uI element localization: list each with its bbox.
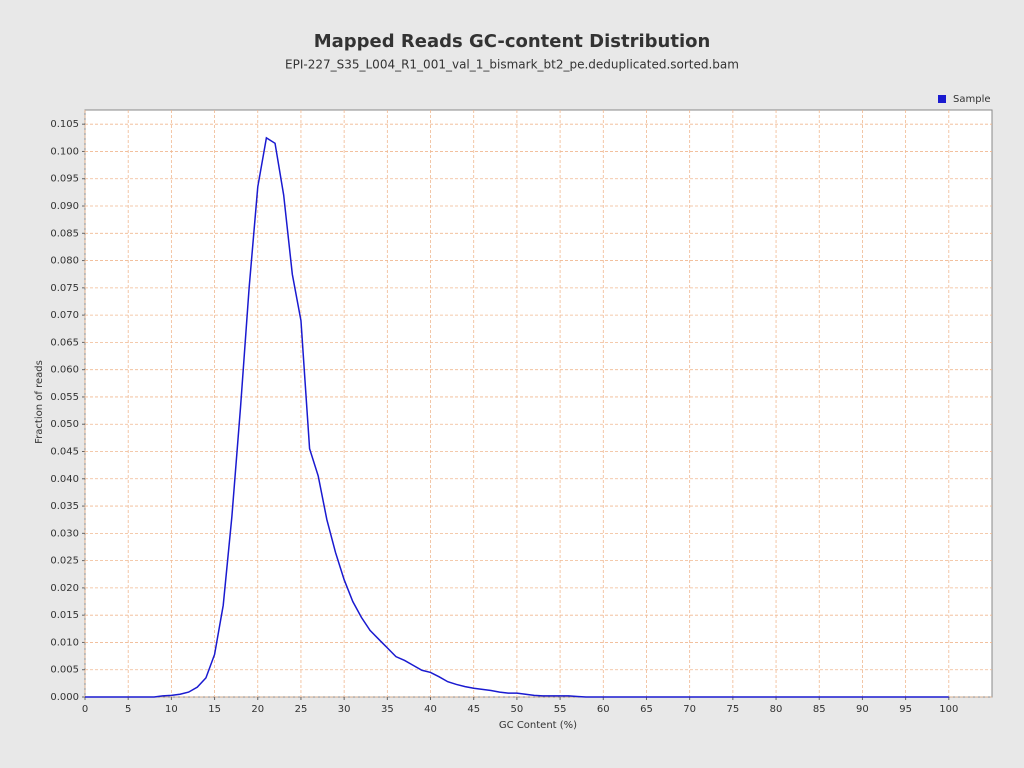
x-tick-label: 0 (82, 704, 88, 715)
y-tick-label: 0.015 (50, 610, 79, 621)
x-tick-label: 30 (338, 704, 351, 715)
x-tick-label: 80 (770, 704, 783, 715)
y-tick-label: 0.005 (50, 665, 79, 676)
x-tick-label: 20 (251, 704, 264, 715)
y-tick-label: 0.070 (50, 310, 79, 321)
chart-title: Mapped Reads GC-content Distribution (314, 31, 711, 52)
y-tick-label: 0.040 (50, 474, 79, 485)
y-tick-label: 0.055 (50, 392, 79, 403)
chart-subtitle: EPI-227_S35_L004_R1_001_val_1_bismark_bt… (285, 58, 739, 72)
data-line (85, 136, 949, 698)
x-tick-label: 45 (467, 704, 480, 715)
x-tick-label: 90 (856, 704, 869, 715)
y-tick-label: 0.090 (50, 201, 79, 212)
y-tick-label: 0.060 (50, 365, 79, 376)
x-tick-label: 70 (683, 704, 696, 715)
x-tick-label: 50 (511, 704, 524, 715)
x-tick-label: 60 (597, 704, 610, 715)
y-tick-label: 0.025 (50, 556, 79, 567)
y-tick-label: 0.020 (50, 583, 79, 594)
y-tick-label: 0.010 (50, 637, 79, 648)
legend-swatch (938, 95, 946, 103)
y-tick-label: 0.075 (50, 283, 79, 294)
x-tick-label: 100 (939, 704, 958, 715)
y-tick-label: 0.100 (50, 146, 79, 157)
x-tick-label: 55 (554, 704, 567, 715)
x-tick-label: 15 (208, 704, 221, 715)
x-tick-label: 10 (165, 704, 178, 715)
x-axis-label: GC Content (%) (499, 720, 577, 731)
y-tick-label: 0.065 (50, 337, 79, 348)
y-tick-label: 0.000 (50, 692, 79, 703)
y-tick-label: 0.085 (50, 228, 79, 239)
y-tick-label: 0.095 (50, 174, 79, 185)
y-tick-label: 0.080 (50, 256, 79, 267)
y-tick-label: 0.045 (50, 447, 79, 458)
x-tick-label: 75 (726, 704, 739, 715)
x-tick-label: 40 (424, 704, 437, 715)
x-tick-label: 35 (381, 704, 394, 715)
x-tick-label: 25 (295, 704, 308, 715)
x-tick-label: 95 (899, 704, 912, 715)
x-tick-label: 5 (125, 704, 131, 715)
y-tick-label: 0.030 (50, 528, 79, 539)
y-axis-label: Fraction of reads (34, 360, 45, 444)
legend-label: Sample (953, 94, 991, 105)
y-tick-label: 0.050 (50, 419, 79, 430)
y-tick-label: 0.035 (50, 501, 79, 512)
x-tick-label: 85 (813, 704, 826, 715)
y-tick-label: 0.105 (50, 119, 79, 130)
plot-area (84, 109, 993, 698)
x-tick-label: 65 (640, 704, 653, 715)
